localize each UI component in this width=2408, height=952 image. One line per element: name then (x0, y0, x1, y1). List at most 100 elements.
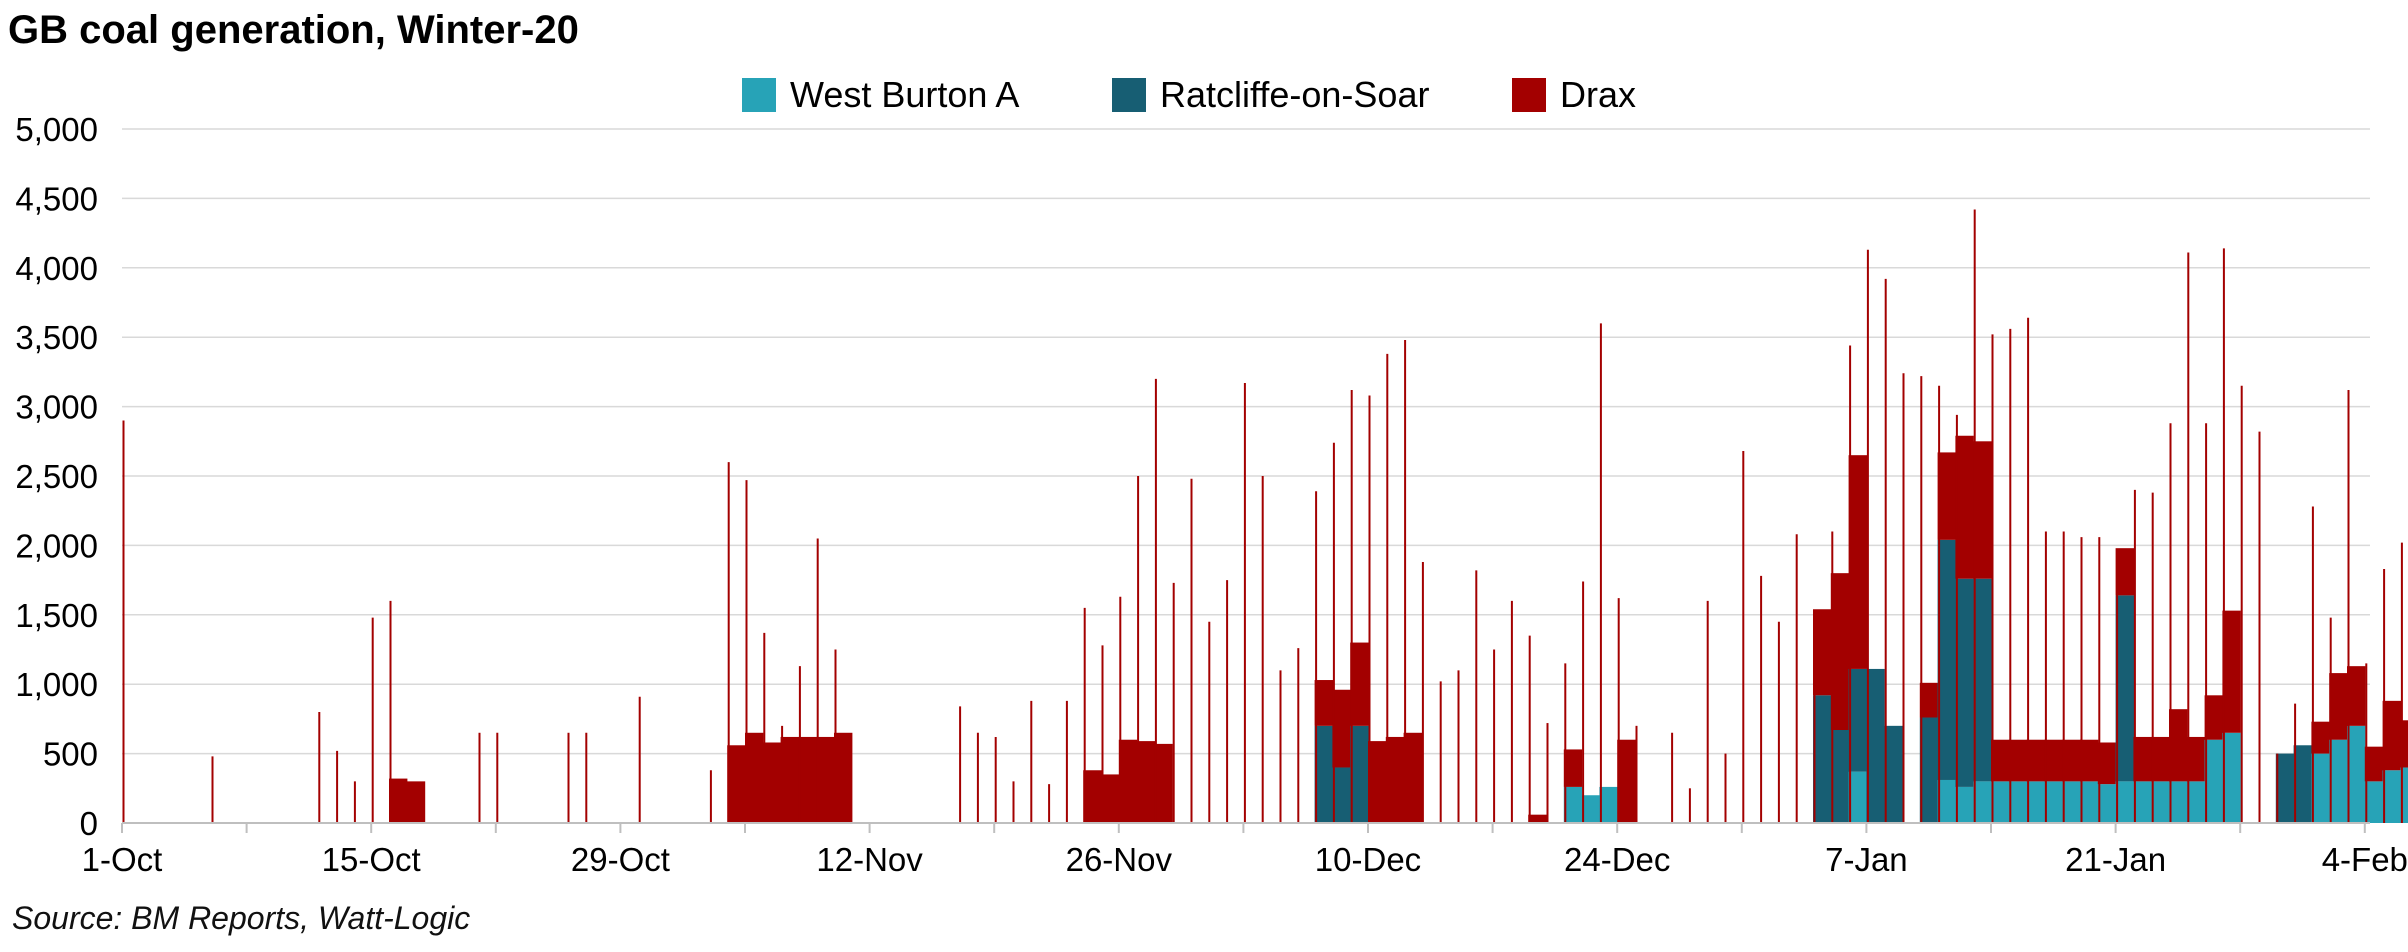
x-tick-label: 1-Oct (82, 841, 163, 878)
legend: West Burton A Ratcliffe-on-Soar Drax (0, 70, 2408, 120)
bar-drax (1118, 739, 1138, 823)
bar-drax (798, 736, 817, 823)
bar-drax (2311, 721, 2330, 754)
bar-west-burton (1973, 781, 1992, 823)
y-tick-label: 5,000 (15, 111, 98, 148)
bar-ratcliffe (1813, 695, 1832, 823)
bar-west-burton (2133, 781, 2152, 823)
bar-drax (762, 742, 782, 823)
bar-west-burton (2186, 781, 2206, 823)
x-tick-label: 24-Dec (1564, 841, 1670, 878)
y-tick-label: 3,000 (15, 389, 98, 426)
bar-drax (2097, 742, 2117, 785)
x-tick-label: 21-Jan (2065, 841, 2166, 878)
bar-drax (2062, 739, 2081, 782)
bar-ratcliffe (2293, 745, 2312, 823)
bar-drax (2329, 673, 2348, 740)
bar-drax (2400, 720, 2408, 768)
bar-drax (1083, 770, 1102, 823)
bar-drax (1937, 452, 1956, 540)
x-tick-label: 15-Oct (322, 841, 421, 878)
bar-drax (1136, 741, 1155, 823)
bar-drax (2382, 700, 2401, 771)
bar-drax (1368, 741, 1387, 823)
bar-ratcliffe (1919, 717, 1939, 823)
bar-drax (1848, 455, 1867, 669)
bar-drax (727, 745, 746, 823)
bar-drax (1314, 680, 1333, 726)
bar-drax (2204, 695, 2223, 740)
y-tick-label: 2,000 (15, 527, 98, 564)
y-tick-label: 1,000 (15, 666, 98, 703)
y-tick-label: 1,500 (15, 597, 98, 634)
bar-drax (1385, 736, 1405, 823)
bar-drax (1528, 814, 1547, 823)
legend-item-drax: Drax (1512, 70, 1636, 120)
bar-drax (2115, 548, 2134, 596)
bar-west-burton (1581, 795, 1600, 823)
grid-lines (122, 128, 2370, 755)
bar-west-burton (2115, 781, 2134, 823)
bar-ratcliffe (1937, 539, 1956, 780)
bar-drax (2169, 709, 2188, 782)
bar-west-burton (2044, 781, 2063, 823)
y-axis: 0 500 1,000 1,500 2,000 2,500 3,000 3,500 4,000 4… (15, 111, 98, 842)
bar-drax (2080, 739, 2099, 782)
legend-swatch-west-burton (742, 78, 776, 112)
bar-drax (1919, 682, 1939, 718)
bar-drax (1955, 435, 1974, 579)
bar-west-burton (2169, 781, 2188, 823)
bar-ratcliffe (1332, 767, 1351, 823)
bar-west-burton (1937, 779, 1956, 823)
bar-ratcliffe (1884, 725, 1903, 823)
y-tick-label: 4,500 (15, 180, 98, 217)
legend-swatch-ratcliffe (1112, 78, 1146, 112)
bar-west-burton (2062, 781, 2081, 823)
bar-drax (2044, 739, 2063, 782)
bar-west-burton (2151, 781, 2170, 823)
bar-west-burton (1599, 786, 1618, 823)
x-axis: 1-Oct 15-Oct 29-Oct 12-Nov 26-Nov 10-Dec 24-De… (82, 822, 2408, 878)
bar-west-burton (2364, 781, 2384, 823)
bar-drax (389, 778, 408, 823)
bar-drax (2008, 739, 2028, 782)
bar-drax (1563, 749, 1583, 787)
legend-item-west-burton: West Burton A (742, 70, 1019, 120)
bar-west-burton (2080, 781, 2099, 823)
legend-label-drax: Drax (1560, 74, 1637, 115)
bar-drax (1830, 573, 1850, 731)
bar-ratcliffe (1314, 725, 1333, 823)
x-tick-label: 26-Nov (1066, 841, 1173, 878)
bars-layer (389, 435, 2408, 823)
bar-drax (2151, 736, 2170, 782)
bar-west-burton (2204, 739, 2223, 823)
bar-drax (1403, 732, 1422, 823)
x-tick-label: 10-Dec (1315, 841, 1421, 878)
bar-drax (2186, 736, 2206, 782)
y-tick-label: 2,500 (15, 458, 98, 495)
bar-west-burton (2382, 770, 2401, 823)
chart-title: GB coal generation, Winter-20 (8, 8, 579, 52)
bar-west-burton (1563, 786, 1583, 823)
bar-west-burton (2026, 781, 2045, 823)
bar-ratcliffe (1350, 725, 1369, 823)
bar-ratcliffe (1955, 578, 1974, 787)
x-tick-label: 29-Oct (571, 841, 670, 878)
bar-west-burton (1955, 786, 1974, 823)
y-tick-label: 3,500 (15, 319, 98, 356)
bar-drax (406, 781, 426, 823)
bar-west-burton (2222, 732, 2241, 823)
bar-west-burton (1991, 781, 2010, 823)
bar-drax (1813, 609, 1832, 696)
x-tick-label: 12-Nov (816, 841, 923, 878)
bar-drax (1101, 774, 1120, 823)
bar-ratcliffe (1866, 668, 1885, 823)
bar-drax (2026, 739, 2045, 782)
bar-west-burton (2311, 753, 2330, 823)
bar-drax (834, 732, 853, 823)
x-tick-label: 4-Feb (2322, 841, 2408, 878)
bar-drax (2133, 736, 2152, 782)
bar-west-burton (1848, 771, 1867, 823)
bar-ratcliffe (1830, 730, 1850, 823)
